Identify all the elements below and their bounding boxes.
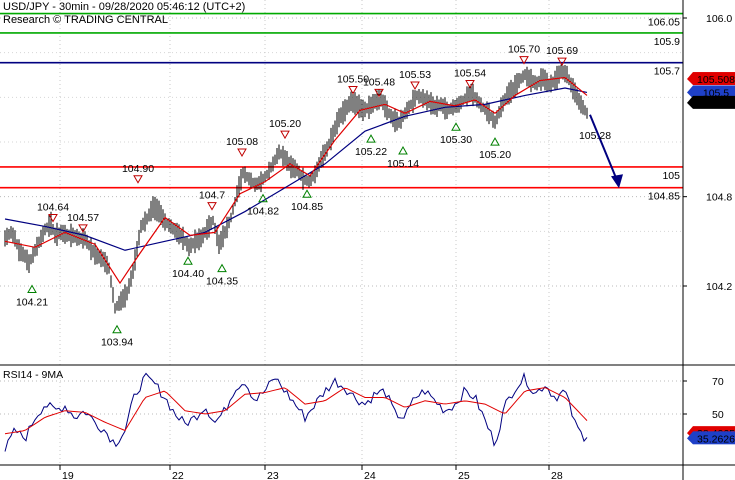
- pivot-low-label: 105.30: [440, 134, 472, 146]
- time-tick-label: 19: [62, 470, 74, 480]
- pivot-high-marker: [374, 88, 384, 98]
- level-lines: 106.05 105.9 105.7 105 104.85: [0, 12, 683, 203]
- pivot-high-label: 105.69: [546, 45, 578, 57]
- time-tick-label: 22: [172, 470, 184, 480]
- pivot-low-marker: [451, 122, 461, 131]
- pivot-high-label: 104.90: [122, 163, 154, 175]
- time-tick-label: 25: [458, 470, 470, 480]
- rsi-badge-label: 35.2626: [697, 433, 735, 445]
- time-tick-label: 28: [551, 470, 563, 480]
- forecast-arrow-shaft: [589, 114, 618, 181]
- ma-fast-line: [4, 76, 588, 285]
- price-badge-pointer: [687, 72, 693, 86]
- chart-header-source: Research © TRADING CENTRAL: [3, 14, 168, 26]
- pivot-low-marker: [490, 137, 500, 146]
- rsi-badge: [693, 431, 735, 445]
- pivot-low-label: 103.94: [101, 337, 133, 349]
- pivot-high-marker: [48, 213, 58, 223]
- price-tick-label: 106.0: [706, 13, 732, 25]
- grid: [0, 0, 683, 465]
- price-badge-pointer: [687, 95, 693, 109]
- time-tick-label: 24: [364, 470, 376, 480]
- price-badge-pointer: [687, 85, 693, 99]
- pivot-low-label: 104.82: [247, 206, 279, 218]
- pivot-low-label: 104.85: [291, 201, 323, 213]
- level-label: 104.85: [648, 191, 680, 203]
- price-badge-label: 105.508: [697, 74, 735, 86]
- pivot-low-label: 104.40: [172, 268, 204, 280]
- rsi-title: RSI14 - 9MA: [3, 369, 63, 381]
- pivot-low-marker: [183, 256, 193, 265]
- pivot-high-label: 105.50: [337, 73, 369, 85]
- level-label: 105: [662, 170, 680, 182]
- pivot-low-marker: [258, 193, 268, 203]
- price-annotations: 104.64104.57104.21104.90103.94104.40104.…: [16, 44, 623, 349]
- pivot-high-label: 105.48: [363, 76, 395, 88]
- pivot-low-label: 104.35: [206, 276, 238, 288]
- pivot-low-label: 105.20: [479, 149, 511, 161]
- pivot-high-marker: [348, 85, 358, 95]
- rsi-badge-pointer: [687, 431, 693, 445]
- pivot-high-marker: [133, 175, 143, 184]
- price-badge-label: 105.327: [697, 98, 735, 110]
- pivot-high-marker: [465, 79, 475, 89]
- rsi-tick-label: 70: [712, 376, 724, 388]
- level-label: 106.05: [648, 17, 680, 29]
- rsi-line: [4, 371, 588, 452]
- price-badge: [693, 95, 735, 109]
- price-badge: [693, 72, 735, 86]
- pivot-high-label: 105.70: [508, 44, 540, 56]
- pivot-low-marker: [366, 134, 376, 143]
- pivot-high-label: 105.08: [226, 136, 258, 148]
- pivot-low-marker: [398, 146, 408, 155]
- pivot-low-label: 105.22: [355, 146, 387, 158]
- pivot-high-label: 105.20: [269, 118, 301, 130]
- pivot-high-label: 104.7: [199, 190, 225, 202]
- pivot-high-marker: [78, 224, 88, 233]
- pivot-high-marker: [207, 202, 217, 211]
- rsi-ma-line: [4, 387, 588, 435]
- pivot-high-label: 105.54: [454, 67, 486, 79]
- pivot-low-marker: [302, 189, 312, 198]
- pivot-high-marker: [410, 81, 420, 90]
- pivot-low-label: 104.21: [16, 297, 48, 309]
- time-tick-label: 23: [267, 470, 279, 480]
- pivot-high-marker: [557, 57, 567, 67]
- pivot-high-marker: [519, 56, 529, 65]
- price-badge: [693, 85, 735, 99]
- chart-header-title: USD/JPY - 30min - 09/28/2020 05:46:12 (U…: [3, 1, 246, 13]
- level-label: 105.9: [654, 36, 680, 48]
- price-tick-label: 104.2: [706, 281, 732, 293]
- pivot-high-label: 104.57: [67, 212, 99, 224]
- pivot-low-label: 105.14: [387, 158, 419, 170]
- pivot-low-marker: [27, 284, 37, 294]
- price-series: [4, 64, 588, 314]
- pivot-high-label: 105.53: [399, 69, 431, 81]
- level-label: 105.7: [654, 66, 680, 78]
- pivot-high-marker: [237, 148, 247, 157]
- ma-slow-line: [4, 87, 588, 251]
- pivot-high-label: 104.64: [37, 201, 69, 213]
- pivot-high-marker: [280, 130, 290, 140]
- rsi-tick-label: 50: [712, 409, 724, 421]
- forecast-arrow-head: [611, 174, 623, 189]
- price-tick-label: 104.8: [706, 192, 732, 204]
- target-label: 105.28: [579, 130, 611, 142]
- pivot-low-marker: [112, 324, 122, 334]
- pivot-low-marker: [217, 263, 227, 273]
- rsi-panel: RSI14 - 9MA: [3, 369, 588, 452]
